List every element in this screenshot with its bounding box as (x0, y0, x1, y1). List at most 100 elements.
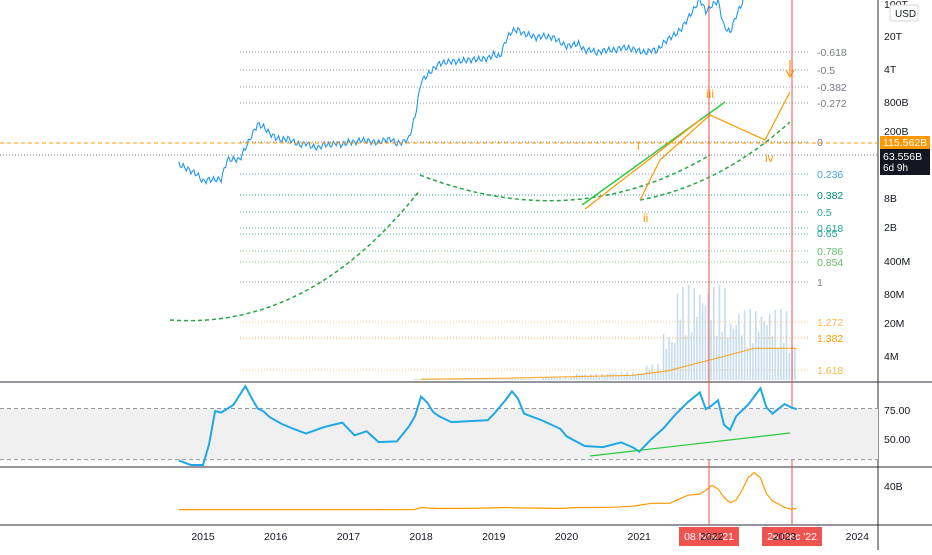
rsi-axis-tick: 50.00 (884, 434, 910, 446)
price-line (178, 0, 744, 185)
volume-bar (612, 373, 614, 380)
fib-label: 1.618 (817, 365, 843, 377)
volume-bar (598, 376, 600, 380)
volume-bar (780, 308, 782, 380)
volume-bar (514, 378, 517, 380)
fib-label: -0.382 (817, 82, 847, 94)
rsi-axis-tick: 75.00 (884, 405, 910, 417)
volume-bar (615, 372, 617, 380)
rsi-trendline (589, 432, 791, 457)
volume-bar (458, 378, 461, 380)
time-axis-tick: 2018 (409, 531, 433, 543)
rsi-line (178, 384, 798, 466)
volume-bar (637, 372, 640, 380)
volume-bar (682, 286, 684, 380)
volume-bar (662, 333, 665, 380)
volume-bar (592, 376, 595, 380)
volume-bar (679, 319, 682, 380)
volume-bar (539, 378, 542, 380)
volume-bar (696, 316, 698, 380)
volume-bar (673, 342, 676, 380)
volume-bar (601, 373, 603, 380)
volume-bar (550, 377, 553, 380)
fib-label: 0.382 (817, 190, 843, 202)
price-axis-tick: 80M (884, 289, 904, 301)
volume-bar (701, 303, 704, 380)
volume-bar (416, 378, 419, 380)
volume-bar (721, 331, 724, 380)
fib-label: -0.5 (817, 65, 835, 77)
volume-bar (690, 332, 693, 380)
volume-bar (768, 314, 771, 380)
volume-bar (486, 378, 489, 380)
volume-bar (704, 306, 707, 380)
volume-bar (724, 287, 726, 380)
fib-label: 0.65 (817, 228, 838, 240)
volume-ma-line (421, 347, 797, 380)
fib-label: 1 (817, 277, 823, 289)
date-marker-tag (679, 527, 739, 546)
wave-line (584, 119, 701, 210)
currency-badge-label: USD (895, 9, 916, 20)
volume-bar (648, 369, 651, 380)
volume-bar (713, 286, 715, 380)
price-axis-tick: 8B (884, 193, 897, 205)
volume-bar (589, 373, 592, 380)
volume-bar (556, 377, 559, 380)
volume-bar (587, 375, 589, 380)
last-price-tag (880, 149, 930, 175)
fib-label: 1.382 (817, 333, 843, 345)
volume-bar (567, 378, 570, 380)
projection-arrow-head (785, 69, 795, 79)
wave-label: iii (706, 87, 714, 101)
volume-bar (542, 377, 545, 380)
time-axis-tick: 2021 (628, 531, 652, 543)
volume-bar (629, 376, 631, 380)
target-price-tag (880, 136, 930, 149)
volume-bar (536, 378, 539, 380)
volume-bar (749, 308, 751, 380)
fib-label: 0.854 (817, 257, 843, 269)
volume-bar (595, 373, 598, 380)
volume-bar (774, 309, 777, 380)
volume-bar (559, 376, 561, 380)
price-axis-tick: 2B (884, 222, 897, 234)
price-axis-tick: 4T (884, 64, 897, 76)
volume-bar (553, 377, 556, 380)
time-axis-tick: 2017 (337, 531, 361, 543)
volume-bar (548, 377, 550, 380)
volume-bar (643, 373, 645, 380)
volume-bar (578, 375, 581, 380)
wave-label: i (637, 139, 640, 153)
price-series (178, 0, 744, 185)
volume-bar (707, 293, 710, 380)
volume-bar (609, 373, 612, 380)
fib-label: 0.618 (817, 223, 843, 235)
volume-bar (676, 293, 679, 380)
time-axis-tick: 2016 (264, 531, 288, 543)
volume-bar (534, 378, 536, 380)
volume-bar (606, 374, 609, 380)
volume-bar (464, 378, 466, 380)
volume-bar (500, 378, 503, 380)
support-curve-2 (419, 154, 711, 202)
volume-bar (562, 378, 564, 380)
date-marker-label: 26 Dec '22 (767, 531, 817, 543)
volume-bar (494, 378, 497, 380)
currency-badge (889, 4, 919, 22)
volume-bar (699, 294, 701, 380)
volume-bar (726, 337, 729, 380)
volume-bar (777, 347, 779, 380)
price-axis-tick: 400M (884, 256, 910, 268)
price-axis-tick: 20T (884, 31, 903, 43)
volume-bar (782, 342, 785, 380)
price-axis-tick: 20M (884, 318, 904, 330)
volume-bar (693, 287, 696, 380)
volume-bar (570, 376, 573, 380)
volume-bar (564, 376, 567, 380)
volume-bar (511, 378, 514, 380)
date-marker-label: 08 Nov '21 (684, 531, 734, 543)
wave-label: ii (643, 211, 648, 225)
